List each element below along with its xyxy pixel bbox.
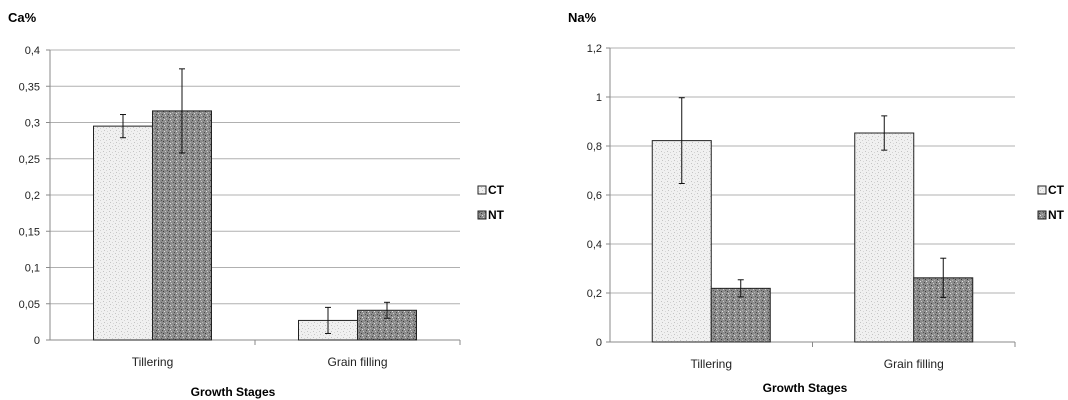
legend-swatch-ct bbox=[477, 185, 487, 195]
y-tick-label: 1 bbox=[596, 92, 602, 104]
legend-swatch-nt bbox=[1037, 210, 1047, 220]
y-tick-label: 0,15 bbox=[19, 226, 40, 238]
legend-swatch-nt bbox=[477, 210, 487, 220]
plot-area: 0 0,2 0,4 0,6 0,8 1 1,2 Tillering Grain filling bbox=[587, 43, 1016, 371]
y-tick-label: 0,4 bbox=[25, 45, 40, 57]
legend: CT NT bbox=[1037, 183, 1065, 222]
chart-title: Ca% bbox=[8, 10, 37, 25]
chart-sodium: Na% 0 0,2 0,4 0,6 0,8 1 1,2 Tillering Grain fill… bbox=[568, 10, 1065, 395]
x-tick-label: Grain filling bbox=[884, 357, 944, 371]
y-tick-label: 0 bbox=[34, 335, 40, 347]
bar-nt bbox=[357, 309, 417, 341]
chart-title: Na% bbox=[568, 10, 597, 25]
y-tick-label: 0,05 bbox=[19, 299, 40, 311]
y-tick-label: 0,8 bbox=[587, 141, 602, 153]
x-tick-label: Tillering bbox=[132, 355, 174, 369]
y-tick-label: 0,2 bbox=[587, 288, 602, 300]
y-tick-label: 1,2 bbox=[587, 43, 602, 55]
y-tick-label: 0,1 bbox=[25, 263, 40, 275]
x-tick-label: Grain filling bbox=[327, 355, 387, 369]
x-axis-title: Growth Stages bbox=[763, 381, 848, 395]
y-tick-label: 0 bbox=[596, 337, 602, 349]
y-tick-label: 0,25 bbox=[19, 154, 40, 166]
legend-label-ct: CT bbox=[1048, 183, 1065, 197]
chart-calcium: Ca% 0 0,05 0,1 0,15 0,2 0,25 0,3 0,35 0,4 Tilleri… bbox=[8, 10, 505, 399]
y-tick-label: 0,2 bbox=[25, 190, 40, 202]
y-tick-label: 0,6 bbox=[587, 190, 602, 202]
x-axis-title: Growth Stages bbox=[191, 385, 276, 399]
legend-swatch-ct bbox=[1037, 185, 1047, 195]
legend-label-nt: NT bbox=[1048, 208, 1065, 222]
legend-label-nt: NT bbox=[488, 208, 505, 222]
bar-ct bbox=[93, 125, 153, 341]
y-tick-label: 0,35 bbox=[19, 81, 40, 93]
x-tick-label: Tillering bbox=[690, 357, 732, 371]
legend-label-ct: CT bbox=[488, 183, 505, 197]
y-tick-label: 0,4 bbox=[587, 239, 602, 251]
plot-area: 0 0,05 0,1 0,15 0,2 0,25 0,3 0,35 0,4 Tillering Gr… bbox=[19, 45, 461, 369]
y-tick-label: 0,3 bbox=[25, 118, 40, 130]
bar-ct bbox=[854, 132, 915, 343]
legend: CT NT bbox=[477, 183, 505, 222]
